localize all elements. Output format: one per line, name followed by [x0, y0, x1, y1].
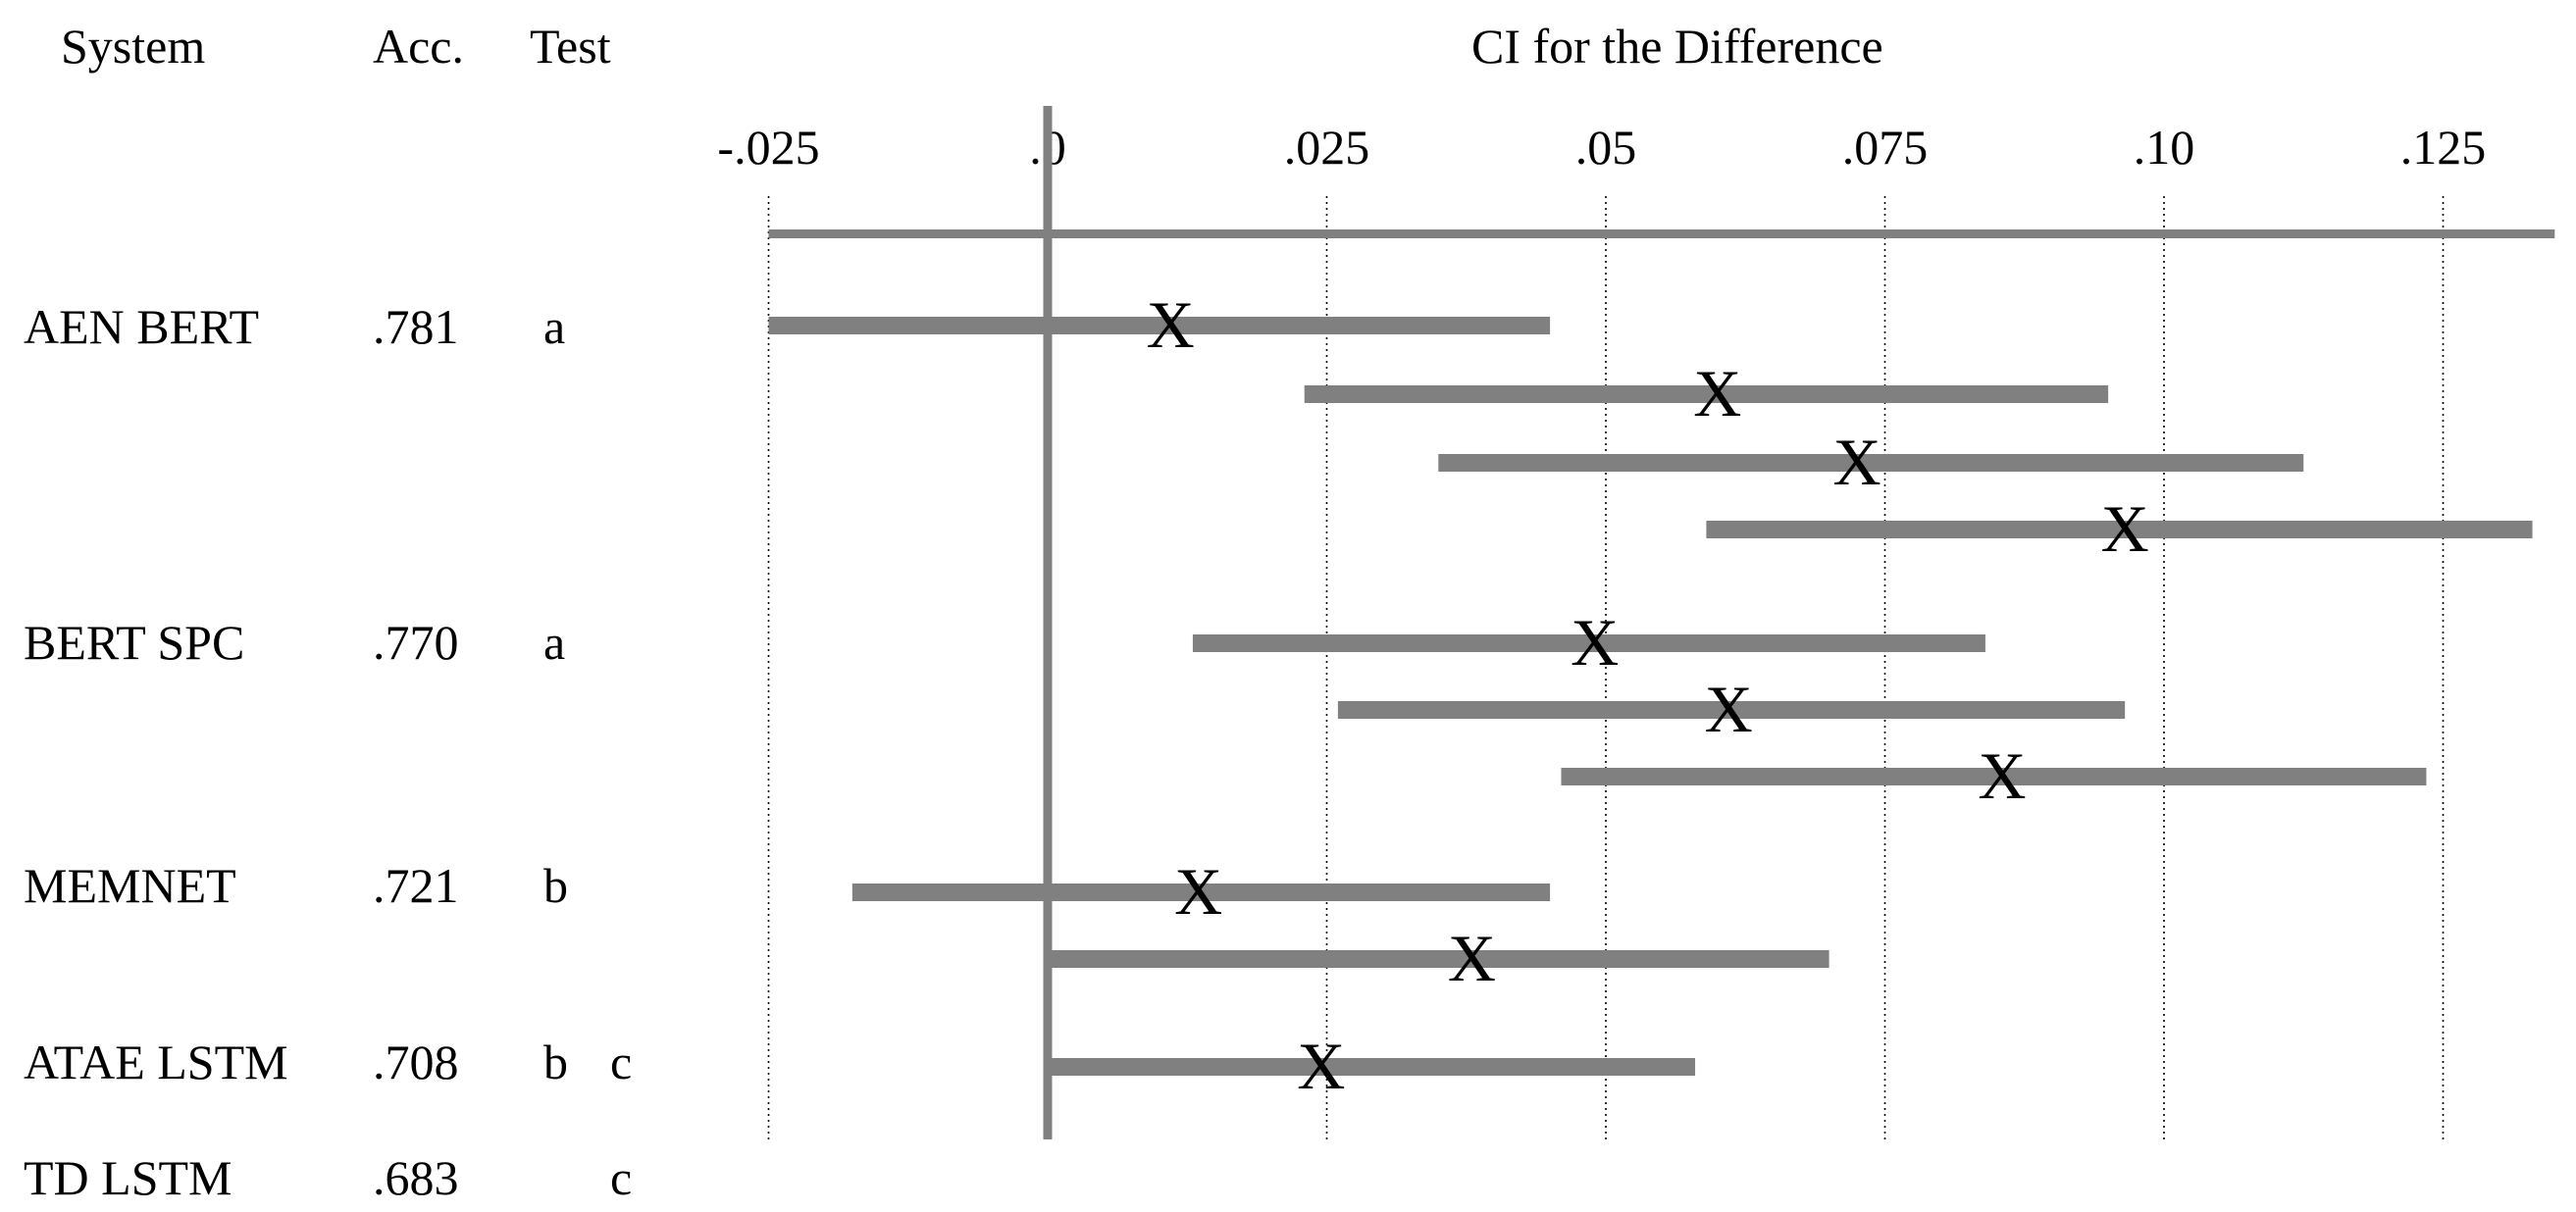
ci-bar — [1048, 1058, 1696, 1076]
tick-label: .10 — [2134, 120, 2195, 175]
ci-bar — [1706, 521, 2533, 538]
point-estimate-marker: X — [1978, 738, 2026, 813]
ci-bar — [1561, 768, 2427, 785]
tick-label: .025 — [1284, 120, 1370, 175]
point-estimate-marker: X — [1448, 921, 1496, 995]
accuracy-value: .683 — [373, 1150, 459, 1205]
ci-bar — [1438, 454, 2304, 472]
point-estimate-marker: X — [1174, 854, 1222, 929]
test-group-b: c — [610, 1035, 633, 1089]
column-header-test: Test — [530, 19, 611, 74]
point-estimate-marker: X — [1297, 1029, 1345, 1103]
accuracy-value: .721 — [373, 858, 459, 913]
ci-bar — [1304, 385, 2109, 403]
system-name: BERT SPC — [24, 615, 245, 670]
column-header-accuracy: Acc. — [373, 19, 464, 74]
point-estimate-marker: X — [1693, 356, 1741, 430]
accuracy-value: .770 — [373, 615, 459, 670]
point-estimate-marker: X — [1571, 605, 1619, 680]
chart-title: CI for the Difference — [1471, 19, 1883, 74]
tick-label: .075 — [1842, 120, 1929, 175]
point-estimate-marker: X — [1147, 287, 1195, 362]
test-group-a: b — [543, 858, 568, 913]
test-group-a: b — [543, 1035, 568, 1089]
accuracy-value: .708 — [373, 1035, 459, 1089]
tick-label: -.025 — [717, 120, 819, 175]
system-name: TD LSTM — [24, 1150, 232, 1205]
ci-bar — [1337, 701, 2126, 719]
ci-bar — [851, 884, 1551, 901]
zero-reference-line — [1043, 106, 1053, 1139]
test-group-a: a — [543, 299, 566, 354]
system-name: ATAE LSTM — [24, 1035, 288, 1089]
point-estimate-marker: X — [1705, 672, 1753, 746]
ci-bar — [1192, 634, 1985, 652]
accuracy-value: .781 — [373, 299, 459, 354]
point-estimate-marker: X — [1832, 425, 1880, 499]
test-group-a: a — [543, 615, 566, 670]
tick-label: .05 — [1575, 120, 1637, 175]
point-estimate-marker: X — [2101, 491, 2149, 566]
ci-bar — [768, 317, 1551, 334]
system-name: MEMNET — [24, 858, 236, 913]
tick-label: .125 — [2400, 120, 2487, 175]
ci-bar — [1048, 950, 1829, 968]
test-group-b: c — [610, 1150, 633, 1205]
full-range-line — [768, 229, 2555, 238]
system-name: AEN BERT — [24, 299, 260, 354]
column-header-system: System — [61, 19, 206, 74]
